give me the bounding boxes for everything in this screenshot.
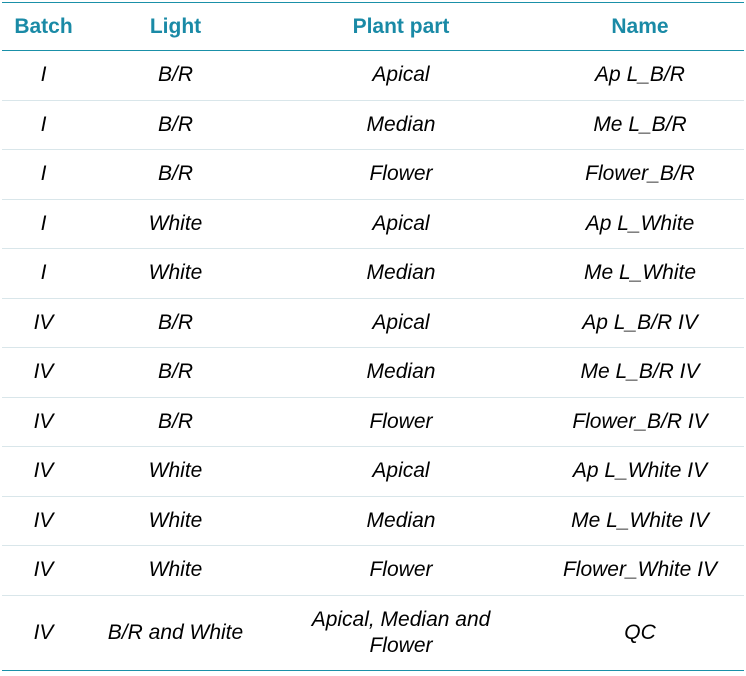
cell-light: B/R — [157, 162, 193, 186]
cell-plant-part: Flower — [369, 558, 433, 582]
header-name: Name — [611, 14, 669, 38]
cell-name: Flower_B/R — [585, 162, 695, 186]
cell-batch: I — [40, 211, 47, 235]
cell-plant-part: Flower — [369, 162, 433, 186]
cell-light: White — [148, 261, 203, 285]
cell-light: White — [148, 558, 203, 582]
cell-batch: I — [40, 112, 47, 136]
cell-light: B/R — [157, 409, 193, 433]
cell-light: White — [148, 211, 203, 235]
table-row: IV B/R Flower Flower_B/R IV — [2, 398, 744, 447]
cell-name: Ap L_White IV — [572, 459, 708, 483]
cell-plant-part: Apical, Median and Flower — [266, 607, 536, 659]
table-row: IV B/R and White Apical, Median and Flow… — [2, 596, 744, 670]
cell-plant-part: Median — [366, 112, 436, 136]
table-row: I B/R Apical Ap L_B/R — [2, 51, 744, 101]
cell-batch: I — [40, 162, 47, 186]
cell-batch: IV — [33, 310, 54, 334]
table-row: IV White Apical Ap L_White IV — [2, 447, 744, 497]
cell-name: Me L_B/R IV — [580, 360, 700, 384]
cell-name: Me L_White — [583, 261, 697, 285]
cell-name: Me L_B/R — [593, 112, 687, 136]
table-row: I White Apical Ap L_White — [2, 200, 744, 249]
cell-name: Flower_B/R IV — [572, 409, 708, 433]
cell-light: B/R and White — [107, 620, 244, 644]
header-plant-part: Plant part — [352, 14, 450, 38]
cell-plant-part: Apical — [372, 63, 430, 87]
cell-batch: IV — [33, 558, 54, 582]
cell-light: B/R — [157, 310, 193, 334]
table-row: IV White Flower Flower_White IV — [2, 546, 744, 596]
cell-plant-part: Median — [366, 508, 436, 532]
cell-batch: IV — [33, 459, 54, 483]
cell-batch: IV — [33, 409, 54, 433]
cell-name: QC — [624, 620, 656, 644]
cell-plant-part: Apical — [372, 310, 430, 334]
cell-plant-part: Median — [366, 360, 436, 384]
header-batch: Batch — [14, 14, 73, 38]
header-light: Light — [149, 14, 202, 38]
cell-name: Ap L_B/R — [595, 63, 685, 87]
cell-plant-part: Median — [366, 261, 436, 285]
cell-batch: IV — [33, 360, 54, 384]
cell-name: Flower_White IV — [562, 558, 718, 582]
table-row: IV B/R Median Me L_B/R IV — [2, 348, 744, 398]
cell-light: White — [148, 508, 203, 532]
cell-light: B/R — [157, 360, 193, 384]
cell-name: Ap L_White — [585, 211, 695, 235]
cell-name: Me L_White IV — [571, 508, 709, 532]
table-row: IV B/R Apical Ap L_B/R IV — [2, 299, 744, 348]
cell-plant-part: Apical — [372, 211, 430, 235]
cell-light: B/R — [157, 112, 193, 136]
cell-plant-part: Flower — [369, 409, 433, 433]
cell-light: B/R — [157, 63, 193, 87]
table-row: I B/R Flower Flower_B/R — [2, 150, 744, 200]
table-row: I B/R Median Me L_B/R — [2, 101, 744, 150]
table-row: I White Median Me L_White — [2, 249, 744, 299]
table-header-row: Batch Light Plant part Name — [2, 3, 744, 51]
cell-batch: I — [40, 261, 47, 285]
cell-batch: I — [40, 63, 47, 87]
cell-batch: IV — [33, 620, 54, 644]
cell-light: White — [148, 459, 203, 483]
cell-plant-part: Apical — [372, 459, 430, 483]
cell-plant-part-text: Apical, Median and Flower — [311, 607, 491, 657]
table-row: IV White Median Me L_White IV — [2, 497, 744, 546]
cell-name: Ap L_B/R IV — [582, 310, 698, 334]
cell-batch: IV — [33, 508, 54, 532]
